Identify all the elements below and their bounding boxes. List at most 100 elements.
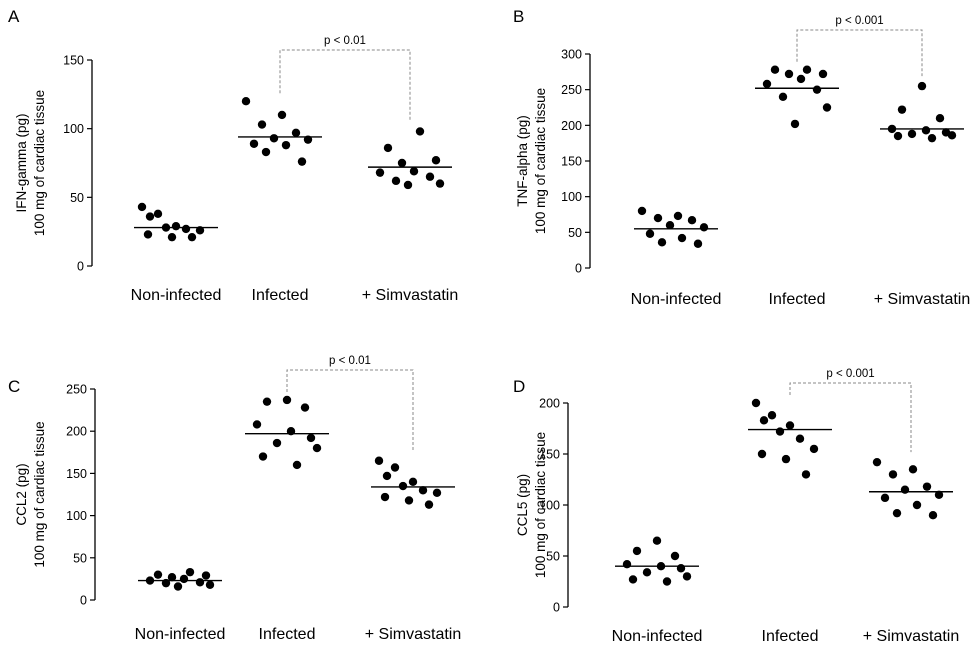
data-point xyxy=(922,482,932,491)
data-point xyxy=(645,229,655,238)
y-tick-label: 150 xyxy=(539,448,560,462)
y-axis-label-line-2: 100 mg of cardiac tissue xyxy=(32,421,47,567)
data-point xyxy=(927,133,937,143)
data-point xyxy=(802,65,812,74)
data-point xyxy=(917,81,927,91)
data-point xyxy=(767,411,777,420)
y-axis-label-line-1: TNF-alpha (pg) xyxy=(515,115,530,207)
data-point xyxy=(383,143,393,153)
data-point xyxy=(785,421,795,430)
data-point xyxy=(167,573,177,582)
data-point xyxy=(167,232,177,242)
data-point xyxy=(281,140,291,150)
y-tick-label: 0 xyxy=(80,594,87,608)
data-point xyxy=(408,477,418,487)
data-point xyxy=(699,223,709,232)
data-point xyxy=(195,578,205,587)
data-point xyxy=(292,460,302,470)
data-point xyxy=(673,211,683,221)
panel-a: A 0 50 100 150 IFN-gamma (pg) 100 mg of cardia… xyxy=(8,7,458,304)
data-point xyxy=(398,481,408,491)
y-axis-label-line-2: 100 mg of cardiac tissue xyxy=(533,88,548,234)
y-tick-label: 100 xyxy=(66,509,87,523)
data-point xyxy=(900,485,910,494)
data-point xyxy=(759,416,769,425)
data-point xyxy=(778,92,788,102)
data-point xyxy=(249,139,259,148)
data-point xyxy=(312,443,322,453)
data-point xyxy=(670,551,680,561)
data-point xyxy=(404,496,414,505)
series-non-infected xyxy=(134,202,218,242)
data-point xyxy=(801,470,811,479)
x-category-label: Non-infected xyxy=(135,626,226,643)
data-point xyxy=(153,570,163,579)
y-axis-label-line-2: 100 mg of cardiac tissue xyxy=(32,90,47,236)
data-point xyxy=(282,395,292,405)
y-tick-label: 0 xyxy=(553,601,560,615)
data-point xyxy=(887,124,897,134)
y-axis-label-line-1: CCL5 (pg) xyxy=(515,474,530,536)
data-point xyxy=(161,578,171,588)
data-point xyxy=(374,456,384,465)
x-category-label: + Simvastatin xyxy=(874,291,970,308)
series-non-infected xyxy=(138,567,222,591)
data-point xyxy=(205,580,215,590)
significance-bracket xyxy=(796,29,923,77)
panel-letter: B xyxy=(513,7,524,26)
y-axis-label: TNF-alpha (pg) 100 mg of cardiac tissue xyxy=(515,88,548,234)
p-value-label: p < 0.001 xyxy=(835,15,883,27)
data-point xyxy=(145,576,155,585)
data-point xyxy=(424,500,434,509)
p-value-label: p < 0.001 xyxy=(826,368,874,380)
y-tick-label: 50 xyxy=(70,191,84,205)
data-point xyxy=(306,433,316,443)
series-simvastatin xyxy=(368,127,452,190)
series-simvastatin xyxy=(869,457,953,520)
data-point xyxy=(751,398,761,408)
x-category-label: + Simvastatin xyxy=(365,626,461,643)
data-point xyxy=(187,232,197,242)
series-simvastatin xyxy=(371,456,455,509)
data-point xyxy=(928,511,938,520)
data-point xyxy=(297,157,307,166)
data-point xyxy=(653,213,663,223)
data-point xyxy=(892,508,902,518)
data-point xyxy=(195,226,205,235)
data-point xyxy=(682,572,692,581)
x-category-label: + Simvastatin xyxy=(362,287,458,304)
data-point xyxy=(261,147,271,157)
data-point xyxy=(241,97,251,106)
data-point xyxy=(912,500,922,510)
data-point xyxy=(291,128,301,137)
data-point xyxy=(300,403,310,412)
series-non-infected xyxy=(615,536,699,586)
y-tick-label: 100 xyxy=(63,122,84,136)
x-category-label: Non-infected xyxy=(131,287,222,304)
data-point xyxy=(201,571,211,580)
data-point xyxy=(286,427,296,436)
data-point xyxy=(382,471,392,481)
data-point xyxy=(380,492,390,502)
y-axis-label: CCL5 (pg) 100 mg of cardiac tissue xyxy=(515,432,548,578)
data-point xyxy=(809,444,819,454)
data-point xyxy=(796,74,806,84)
y-axis-label-line-2: 100 mg of cardiac tissue xyxy=(533,432,548,578)
data-point xyxy=(921,126,931,135)
data-point xyxy=(409,167,419,176)
data-point xyxy=(418,486,428,495)
y-tick-label: 0 xyxy=(77,260,84,274)
data-point xyxy=(662,577,672,586)
data-point xyxy=(425,172,435,181)
data-point xyxy=(632,546,642,556)
data-point xyxy=(303,135,313,144)
data-point xyxy=(781,454,791,464)
data-point xyxy=(272,438,282,448)
y-tick-label: 250 xyxy=(561,83,582,97)
data-point xyxy=(257,120,267,129)
data-point xyxy=(269,134,279,143)
data-point xyxy=(935,114,945,123)
panel-letter: D xyxy=(513,377,525,396)
series-simvastatin xyxy=(880,81,964,143)
y-tick-label: 50 xyxy=(73,551,87,565)
